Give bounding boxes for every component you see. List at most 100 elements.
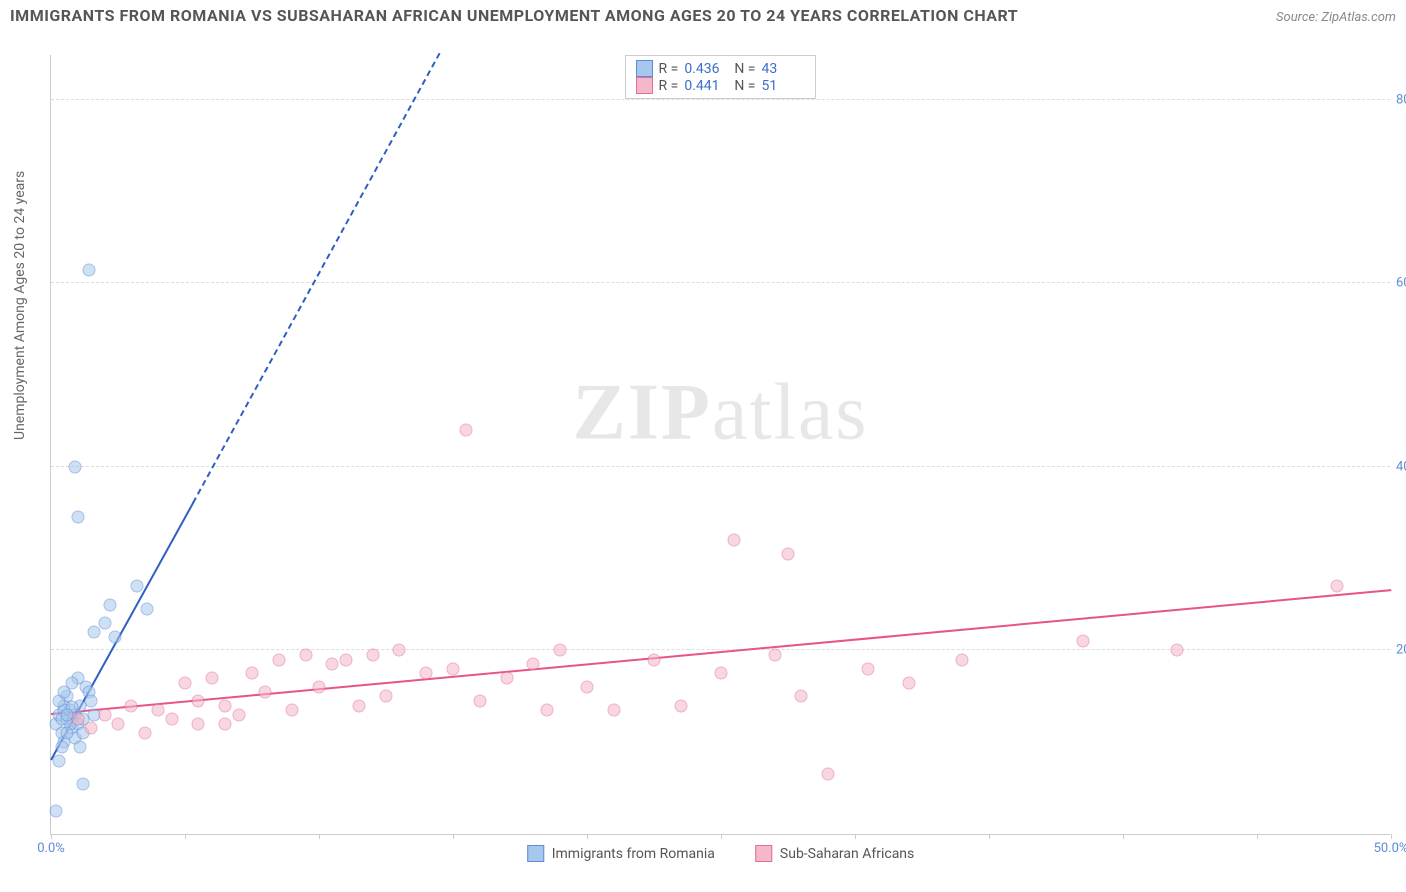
- data-point-subsaharan: [232, 708, 245, 721]
- data-point-subsaharan: [339, 653, 352, 666]
- data-point-subsaharan: [1076, 635, 1089, 648]
- y-tick-label: 40.0%: [1396, 459, 1406, 474]
- legend-swatch-romania: [527, 845, 544, 862]
- data-point-subsaharan: [313, 681, 326, 694]
- watermark: ZIPatlas: [573, 368, 869, 459]
- data-point-romania: [103, 598, 116, 611]
- data-point-subsaharan: [138, 727, 151, 740]
- data-point-subsaharan: [500, 672, 513, 685]
- gridline-h: [51, 466, 1390, 467]
- data-point-subsaharan: [98, 708, 111, 721]
- data-point-subsaharan: [192, 717, 205, 730]
- x-tick-mark: [1391, 834, 1392, 839]
- data-point-subsaharan: [85, 722, 98, 735]
- swatch-subsaharan: [636, 77, 653, 94]
- data-point-romania: [50, 805, 63, 818]
- data-point-subsaharan: [554, 644, 567, 657]
- data-point-romania: [98, 616, 111, 629]
- data-point-romania: [85, 694, 98, 707]
- x-tick-mark: [185, 834, 186, 839]
- data-point-subsaharan: [420, 667, 433, 680]
- data-point-romania: [77, 777, 90, 790]
- x-tick-mark: [989, 834, 990, 839]
- legend-item-romania: Immigrants from Romania: [527, 845, 715, 862]
- data-point-subsaharan: [674, 699, 687, 712]
- data-point-subsaharan: [473, 694, 486, 707]
- data-point-subsaharan: [71, 713, 84, 726]
- data-point-subsaharan: [768, 649, 781, 662]
- data-point-subsaharan: [179, 676, 192, 689]
- x-tick-mark: [1123, 834, 1124, 839]
- n-value-romania: 43: [761, 61, 805, 77]
- data-point-subsaharan: [862, 662, 875, 675]
- data-point-subsaharan: [581, 681, 594, 694]
- data-point-subsaharan: [460, 424, 473, 437]
- x-tick-label: 0.0%: [37, 841, 65, 856]
- data-point-subsaharan: [1331, 580, 1344, 593]
- x-tick-mark: [319, 834, 320, 839]
- data-point-subsaharan: [152, 704, 165, 717]
- data-point-subsaharan: [165, 713, 178, 726]
- title-bar: IMMIGRANTS FROM ROMANIA VS SUBSAHARAN AF…: [10, 6, 1396, 25]
- swatch-romania: [636, 60, 653, 77]
- x-tick-mark: [721, 834, 722, 839]
- data-point-subsaharan: [380, 690, 393, 703]
- n-value-subsaharan: 51: [761, 78, 805, 94]
- data-point-subsaharan: [286, 704, 299, 717]
- x-tick-mark: [587, 834, 588, 839]
- x-tick-mark: [1257, 834, 1258, 839]
- legend-label-subsaharan: Sub-Saharan Africans: [780, 846, 914, 862]
- legend-item-subsaharan: Sub-Saharan Africans: [755, 845, 914, 862]
- x-tick-label: 50.0%: [1374, 841, 1406, 856]
- x-tick-mark: [453, 834, 454, 839]
- data-point-subsaharan: [326, 658, 339, 671]
- data-point-subsaharan: [540, 704, 553, 717]
- data-point-subsaharan: [112, 717, 125, 730]
- data-point-romania: [74, 740, 87, 753]
- data-point-subsaharan: [125, 699, 138, 712]
- data-point-romania: [141, 603, 154, 616]
- gridline-h: [51, 99, 1390, 100]
- x-tick-mark: [51, 834, 52, 839]
- data-point-subsaharan: [366, 649, 379, 662]
- data-point-subsaharan: [393, 644, 406, 657]
- trend-line-dash-romania: [192, 53, 440, 504]
- data-point-subsaharan: [715, 667, 728, 680]
- legend-row-subsaharan: R = 0.441 N = 51: [636, 77, 806, 94]
- data-point-subsaharan: [447, 662, 460, 675]
- data-point-subsaharan: [956, 653, 969, 666]
- y-tick-label: 20.0%: [1396, 643, 1406, 658]
- data-point-subsaharan: [648, 653, 661, 666]
- data-point-romania: [71, 511, 84, 524]
- data-point-subsaharan: [607, 704, 620, 717]
- y-tick-label: 60.0%: [1396, 276, 1406, 291]
- data-point-subsaharan: [205, 672, 218, 685]
- x-tick-mark: [855, 834, 856, 839]
- data-point-subsaharan: [795, 690, 808, 703]
- data-point-subsaharan: [902, 676, 915, 689]
- legend-swatch-subsaharan: [755, 845, 772, 862]
- data-point-subsaharan: [246, 667, 259, 680]
- data-point-romania: [53, 754, 66, 767]
- data-point-romania: [87, 626, 100, 639]
- plot-area: ZIPatlas R = 0.436 N = 43 R = 0.441 N = …: [50, 55, 1390, 835]
- data-point-romania: [55, 740, 68, 753]
- chart-title: IMMIGRANTS FROM ROMANIA VS SUBSAHARAN AF…: [10, 6, 1018, 25]
- data-point-subsaharan: [219, 717, 232, 730]
- data-point-romania: [69, 460, 82, 473]
- r-value-subsaharan: 0.441: [684, 78, 728, 94]
- data-point-romania: [130, 580, 143, 593]
- legend-label-romania: Immigrants from Romania: [552, 846, 715, 862]
- watermark-light: atlas: [712, 369, 869, 457]
- data-point-subsaharan: [272, 653, 285, 666]
- data-point-romania: [82, 263, 95, 276]
- data-point-romania: [109, 630, 122, 643]
- data-point-subsaharan: [353, 699, 366, 712]
- correlation-legend: R = 0.436 N = 43 R = 0.441 N = 51: [625, 55, 817, 99]
- data-point-subsaharan: [1170, 644, 1183, 657]
- data-point-romania: [61, 727, 74, 740]
- data-point-romania: [58, 685, 71, 698]
- data-point-subsaharan: [527, 658, 540, 671]
- data-point-subsaharan: [259, 685, 272, 698]
- data-point-subsaharan: [822, 768, 835, 781]
